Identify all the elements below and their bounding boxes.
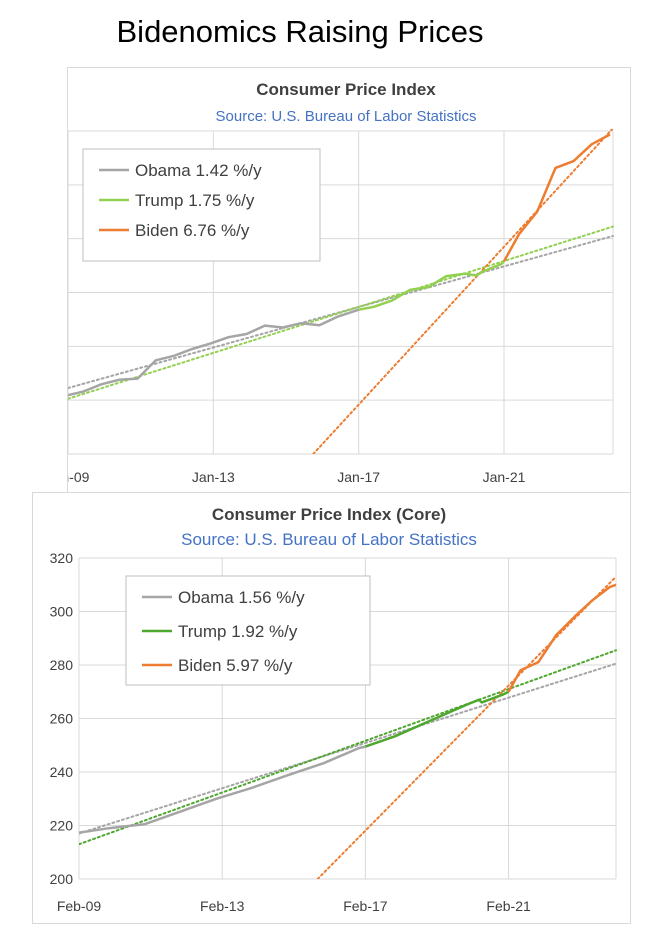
chart-title: Consumer Price Index (256, 80, 436, 99)
series-line (358, 260, 505, 311)
x-tick-label: Jan-13 (192, 469, 235, 485)
legend-label: Biden 6.76 %/y (135, 221, 250, 240)
trend-line (79, 649, 617, 846)
x-tick-label: Feb-13 (200, 898, 245, 914)
legend-label: Obama 1.42 %/y (135, 161, 262, 180)
chart-subtitle: Source: U.S. Bureau of Labor Statistics (216, 108, 477, 125)
x-tick-label: Feb-21 (486, 898, 531, 914)
series-line (502, 133, 611, 262)
x-tick-label: Jan-17 (337, 469, 380, 485)
y-tick-label: 260 (50, 711, 74, 727)
x-tick-label: Jan-21 (483, 469, 526, 485)
y-tick-label: 300 (50, 604, 74, 620)
x-tick-label: Feb-17 (343, 898, 388, 914)
legend-label: Obama 1.56 %/y (178, 588, 305, 607)
series-line (79, 745, 366, 834)
chart-subtitle: Source: U.S. Bureau of Labor Statistics (181, 530, 477, 549)
series-line (68, 308, 360, 397)
legend-box (82, 148, 321, 262)
series-line (364, 690, 510, 748)
x-tick-label: Feb-09 (57, 898, 102, 914)
y-tick-label: 240 (50, 764, 74, 780)
trend-line (312, 129, 614, 454)
legend-label: Trump 1.75 %/y (135, 191, 255, 210)
legend-label: Trump 1.92 %/y (178, 622, 298, 641)
page-title: Bidenomics Raising Prices (116, 14, 484, 49)
chart-title: Consumer Price Index (Core) (212, 505, 446, 524)
series-layer (68, 129, 614, 454)
legend-label: Biden 5.97 %/y (178, 656, 293, 675)
core-cpi-chart-panel: Consumer Price Index (Core) Source: U.S. … (32, 492, 631, 924)
y-tick-label: 280 (50, 657, 74, 673)
cpi-chart: Consumer Price Index Source: U.S. Bureau … (39, 80, 614, 485)
trend-line (79, 662, 617, 835)
y-tick-label: 220 (50, 818, 74, 834)
x-tick-label: Jan-09 (68, 469, 90, 485)
trend-line (316, 575, 617, 879)
core-cpi-chart: Consumer Price Index (Core) Source: U.S. … (50, 505, 617, 914)
series-layer (79, 575, 617, 879)
y-tick-label: 200 (50, 871, 74, 887)
y-tick-label: 320 (50, 550, 74, 566)
cpi-chart-panel: Consumer Price Index Source: U.S. Bureau … (39, 67, 631, 494)
trend-line (68, 225, 614, 400)
series-line (507, 583, 617, 693)
